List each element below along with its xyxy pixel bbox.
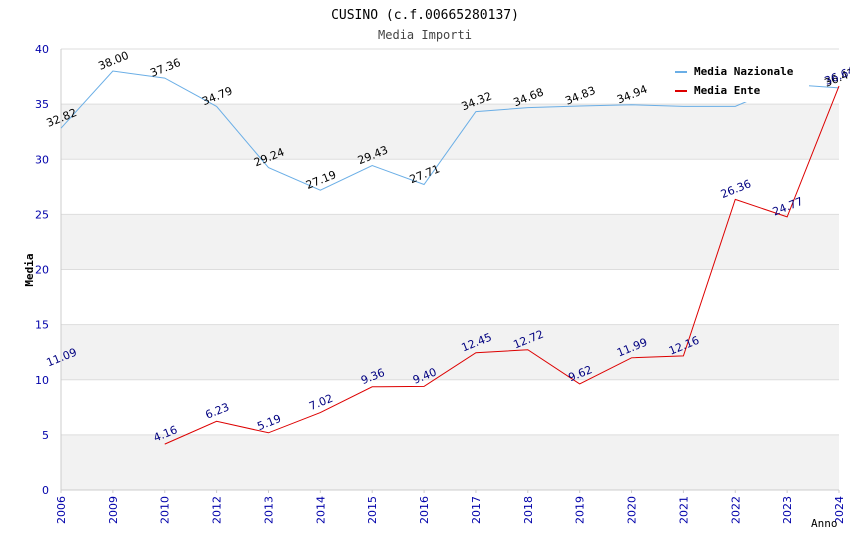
legend-box bbox=[669, 60, 809, 102]
legend-label-media-ente: Media Ente bbox=[694, 84, 761, 97]
x-tick-label: 2024 bbox=[833, 496, 846, 524]
chart-title: CUSINO (c.f.00665280137) bbox=[331, 8, 519, 23]
legend: Media Nazionale Media Ente bbox=[669, 60, 809, 102]
y-tick-label: 10 bbox=[35, 374, 49, 387]
x-tick-label: 2015 bbox=[366, 496, 379, 524]
series-line-media-nazionale bbox=[60, 70, 840, 191]
x-tick-label: 2022 bbox=[729, 496, 742, 524]
x-tick-label: 2013 bbox=[262, 496, 275, 524]
y-tick-label: 25 bbox=[35, 208, 49, 221]
x-tick-label: 2020 bbox=[626, 496, 639, 524]
y-tick-label: 20 bbox=[35, 264, 49, 277]
x-tick-label: 2018 bbox=[522, 496, 535, 524]
x-tick-label: 2014 bbox=[314, 496, 327, 524]
x-tick-label: 2009 bbox=[107, 496, 120, 524]
background-band bbox=[61, 379, 839, 435]
background-band bbox=[61, 324, 839, 380]
x-tick-label: 2006 bbox=[55, 496, 68, 524]
axes bbox=[60, 49, 840, 493]
background-band bbox=[61, 269, 839, 325]
y-axis-label: Media bbox=[23, 253, 36, 286]
y-tick-label: 5 bbox=[42, 429, 49, 442]
legend-label-media-nazionale: Media Nazionale bbox=[694, 65, 794, 78]
chart-subtitle: Media Importi bbox=[378, 28, 472, 42]
x-axis-label: Anno bbox=[811, 517, 838, 530]
x-tick-labels: 2006 2009 2010 2012 2013 2014 2015 2016 2017 2018… bbox=[55, 496, 846, 524]
y-tick-label: 30 bbox=[35, 153, 49, 166]
background-band bbox=[61, 159, 839, 215]
x-tick-label: 2021 bbox=[677, 496, 690, 524]
y-tick-label: 35 bbox=[35, 98, 49, 111]
y-tick-label: 0 bbox=[42, 484, 49, 497]
background-band bbox=[61, 104, 839, 160]
series-lines bbox=[60, 70, 840, 445]
series-line-media-ente bbox=[164, 85, 840, 445]
x-tick-label: 2010 bbox=[159, 496, 172, 524]
y-tick-label: 40 bbox=[35, 43, 49, 56]
x-tick-label: 2012 bbox=[211, 496, 224, 524]
background-band bbox=[61, 214, 839, 270]
y-tick-labels: 0 5 10 15 20 25 30 35 40 bbox=[35, 43, 49, 497]
y-tick-label: 15 bbox=[35, 319, 49, 332]
x-tick-label: 2023 bbox=[781, 496, 794, 524]
x-tick-label: 2019 bbox=[574, 496, 587, 524]
background-band bbox=[61, 434, 839, 490]
x-tick-label: 2016 bbox=[418, 496, 431, 524]
x-tick-label: 2017 bbox=[470, 496, 483, 524]
